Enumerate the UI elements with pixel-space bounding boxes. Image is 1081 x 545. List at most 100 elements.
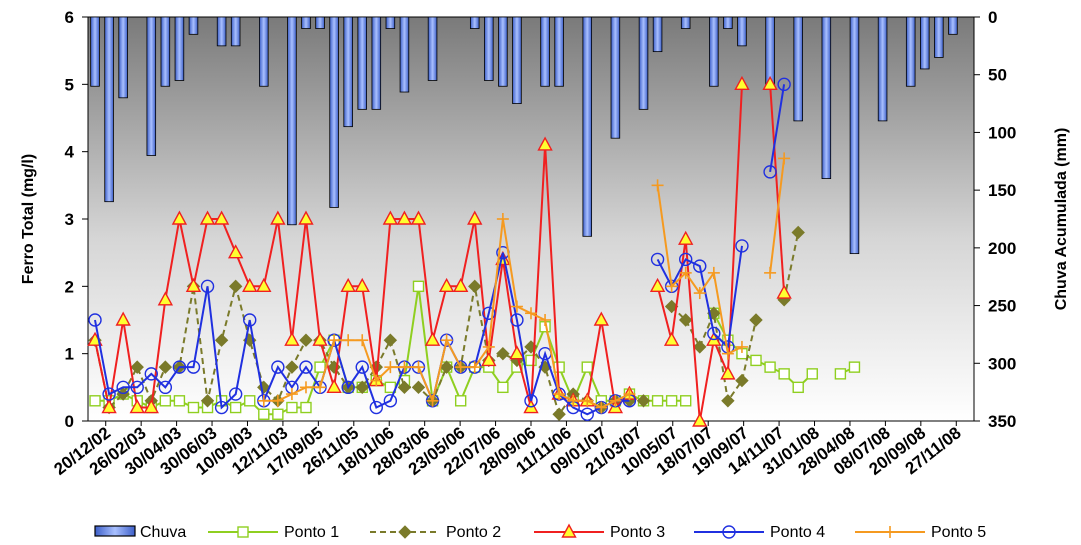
ponto-5-point	[370, 374, 383, 387]
ponto-1-point	[454, 395, 467, 407]
ponto-2-line	[94, 282, 644, 417]
ponto-4-point	[524, 394, 538, 408]
rain-bar	[287, 16, 297, 226]
ponto-4-point	[707, 326, 721, 341]
ponto-3-point	[115, 311, 131, 326]
ponto-2-point	[552, 407, 566, 421]
ponto-4-point	[102, 387, 116, 401]
ponto-4-point	[580, 407, 594, 421]
rain-bar	[259, 16, 269, 87]
ponto-5-point	[693, 287, 706, 300]
ponto-2-point	[130, 360, 144, 374]
ponto-3-point	[354, 277, 370, 293]
ponto-1-point	[806, 368, 818, 380]
ponto-3-point	[143, 399, 159, 414]
ponto-3-point	[663, 331, 680, 346]
ponto-1-point	[159, 395, 172, 407]
ponto-3-point	[776, 284, 792, 299]
y-axis-title-right: Chuva Acumulada (mm)	[1053, 128, 1070, 311]
ponto-5-point	[665, 280, 678, 293]
ponto-5-point	[496, 213, 509, 225]
rain-bar	[230, 16, 241, 47]
ponto-1-point	[314, 361, 326, 373]
ponto-2-point	[439, 360, 454, 374]
legend-label-ponto-5: Ponto 5	[931, 524, 986, 541]
ponto-5-point	[314, 381, 327, 394]
ponto-5-point	[651, 179, 664, 192]
ponto-1-point	[778, 368, 790, 380]
series-lines	[87, 75, 861, 427]
ponto-4-point	[172, 360, 187, 374]
ponto-2-point	[383, 333, 398, 347]
ponto-4-point	[777, 77, 791, 92]
ponto-1-point	[665, 395, 678, 407]
ponto-2-point	[468, 279, 482, 294]
ponto-5-point	[553, 388, 566, 401]
y-tick-label-right: 100	[988, 123, 1016, 142]
ponto-3-point	[762, 75, 778, 91]
ponto-5-point	[426, 394, 439, 407]
ponto-1-point	[581, 361, 593, 373]
ponto-3-point	[185, 277, 202, 293]
ponto-2-point	[791, 225, 805, 240]
legend-label-ponto-3: Ponto 3	[610, 524, 665, 541]
ponto-3-point	[720, 365, 736, 380]
ponto-5-line	[769, 158, 786, 274]
ponto-5-point	[595, 401, 608, 414]
ponto-4-point	[650, 252, 665, 267]
ponto-3-point	[199, 210, 216, 225]
rain-bar	[540, 16, 550, 87]
ponto-2-point	[355, 380, 369, 395]
ponto-3-point	[101, 399, 117, 414]
rain-bar	[723, 16, 733, 29]
legend-marker-ponto-3	[561, 523, 577, 538]
rain-bar	[427, 16, 438, 81]
rain-bar	[174, 16, 185, 81]
ponto-4-point	[88, 313, 102, 327]
ponto-2-point	[636, 394, 651, 408]
rain-bar	[905, 16, 916, 87]
ponto-5-point	[778, 152, 791, 165]
legend-label-chuva: Chuva	[140, 524, 186, 541]
ponto-3-point	[213, 210, 230, 225]
rain-bar	[188, 16, 199, 35]
ponto-3-line	[769, 84, 786, 294]
y-tick-label-left: 1	[65, 345, 74, 364]
ponto-4-point	[678, 252, 693, 267]
legend-marker-ponto-4	[722, 525, 736, 539]
ponto-3-point	[396, 210, 413, 225]
ponto-4-point	[763, 165, 777, 179]
ponto-4-point	[383, 394, 398, 408]
ponto-3-point	[537, 136, 553, 151]
ponto-3-point	[171, 210, 188, 225]
ponto-4-point	[130, 380, 144, 395]
ponto-5-point	[764, 266, 777, 279]
ponto-1-point	[244, 395, 256, 407]
rain-bar	[216, 16, 227, 47]
legend-label-ponto-4: Ponto 4	[770, 524, 825, 541]
ponto-3-point	[256, 277, 272, 293]
ponto-1-point	[272, 408, 284, 420]
ponto-5-point	[721, 347, 734, 360]
rain-bar	[934, 16, 944, 58]
rain-bar	[118, 16, 128, 99]
y-axis-title-left: Ferro Total (mg/l)	[20, 154, 37, 284]
ponto-5-point	[440, 334, 453, 347]
rain-bar	[104, 16, 114, 203]
ponto-5-point	[328, 334, 341, 347]
ponto-3-point	[424, 331, 441, 346]
rain-bar	[793, 16, 803, 122]
ponto-1-point	[651, 395, 664, 407]
ponto-2-point	[749, 313, 763, 327]
rain-bar	[849, 16, 860, 255]
ponto-2-point	[214, 333, 229, 347]
ponto-3-point	[734, 75, 750, 91]
ponto-5-point	[482, 340, 495, 353]
ponto-4-point	[510, 313, 524, 327]
ponto-2-point	[397, 380, 412, 395]
ponto-5-point	[567, 394, 580, 407]
ponto-3-point	[157, 291, 174, 306]
y-tick-label-left: 6	[65, 8, 74, 27]
ponto-4-point	[116, 380, 130, 395]
